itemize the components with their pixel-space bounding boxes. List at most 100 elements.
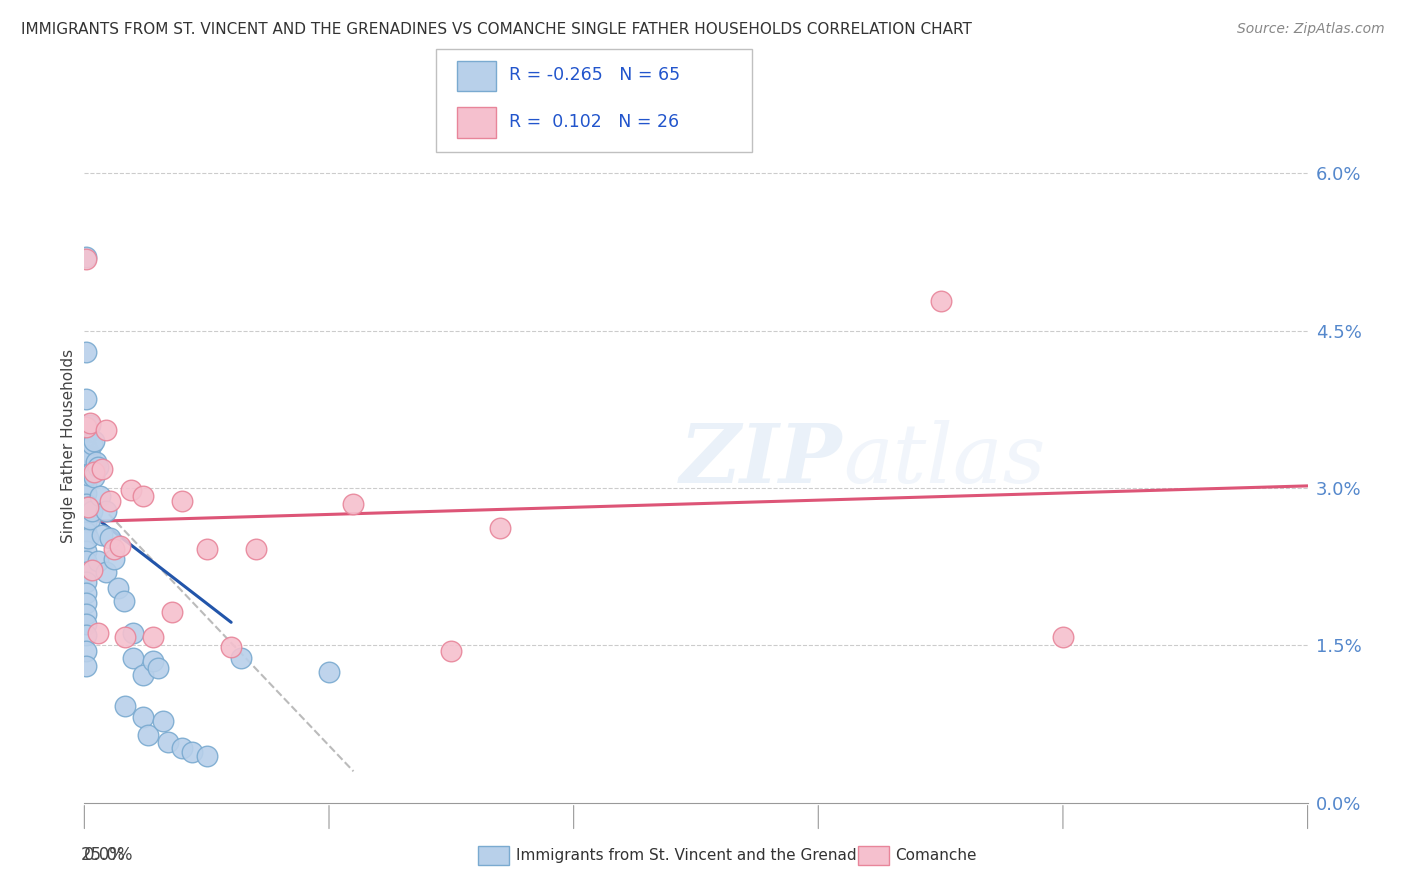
- Point: [929, 294, 952, 309]
- Point: [172, 741, 194, 756]
- Point: [156, 735, 179, 749]
- Point: [219, 640, 242, 655]
- Point: [75, 455, 97, 469]
- Point: [87, 625, 110, 640]
- Point: [79, 416, 101, 430]
- Point: [82, 504, 104, 518]
- Point: [181, 746, 204, 760]
- Point: [75, 596, 97, 610]
- Point: [142, 654, 165, 668]
- Text: R = -0.265   N = 65: R = -0.265 N = 65: [509, 66, 681, 84]
- Point: [98, 532, 121, 546]
- Point: [75, 465, 97, 479]
- Point: [77, 468, 100, 483]
- Point: [162, 605, 184, 619]
- Point: [75, 575, 97, 590]
- Point: [103, 552, 125, 566]
- Point: [75, 515, 97, 529]
- Point: [75, 533, 97, 548]
- Text: 25.0%: 25.0%: [80, 846, 134, 863]
- Point: [94, 504, 117, 518]
- Point: [87, 554, 110, 568]
- Text: IMMIGRANTS FROM ST. VINCENT AND THE GRENADINES VS COMANCHE SINGLE FATHER HOUSEHO: IMMIGRANTS FROM ST. VINCENT AND THE GREN…: [21, 22, 972, 37]
- Point: [152, 714, 174, 728]
- Point: [91, 528, 114, 542]
- Point: [94, 565, 117, 579]
- Point: [77, 444, 100, 458]
- Point: [91, 462, 114, 476]
- Point: [75, 504, 97, 518]
- Text: Immigrants from St. Vincent and the Grenadines: Immigrants from St. Vincent and the Gren…: [516, 848, 889, 863]
- Point: [75, 607, 97, 621]
- Point: [79, 450, 101, 464]
- Point: [122, 651, 145, 665]
- Point: [75, 420, 97, 434]
- Point: [142, 630, 165, 644]
- Point: [75, 417, 97, 432]
- Point: [75, 565, 97, 579]
- Point: [75, 643, 97, 657]
- Point: [75, 252, 97, 267]
- Point: [114, 699, 136, 714]
- Point: [245, 541, 267, 556]
- Point: [79, 417, 101, 432]
- Point: [75, 617, 97, 632]
- Point: [75, 439, 97, 453]
- Point: [103, 541, 125, 556]
- Point: [82, 437, 104, 451]
- Point: [489, 521, 512, 535]
- Text: Comanche: Comanche: [896, 848, 977, 863]
- Point: [79, 512, 101, 526]
- Y-axis label: Single Father Households: Single Father Households: [60, 349, 76, 543]
- Point: [132, 710, 155, 724]
- Point: [75, 524, 97, 539]
- Point: [75, 628, 97, 642]
- Point: [84, 455, 107, 469]
- Point: [75, 544, 97, 558]
- Point: [132, 667, 155, 681]
- Point: [82, 563, 104, 577]
- Point: [75, 486, 97, 500]
- Point: [83, 470, 105, 484]
- Point: [83, 434, 105, 448]
- Point: [342, 497, 364, 511]
- Point: [98, 493, 121, 508]
- Text: ZIP: ZIP: [681, 420, 842, 500]
- Point: [318, 665, 340, 679]
- Text: Source: ZipAtlas.com: Source: ZipAtlas.com: [1237, 22, 1385, 37]
- Point: [195, 748, 218, 763]
- Point: [108, 539, 131, 553]
- Point: [89, 489, 111, 503]
- Point: [77, 500, 100, 514]
- Text: R =  0.102   N = 26: R = 0.102 N = 26: [509, 113, 679, 131]
- Point: [114, 630, 136, 644]
- Point: [440, 643, 463, 657]
- Point: [120, 483, 142, 497]
- Point: [172, 493, 194, 508]
- Point: [83, 465, 105, 479]
- Point: [87, 460, 110, 475]
- Point: [75, 497, 97, 511]
- Point: [75, 392, 97, 406]
- Point: [75, 250, 97, 264]
- Point: [75, 586, 97, 600]
- Point: [136, 728, 159, 742]
- Text: 0.0%: 0.0%: [84, 846, 127, 863]
- Point: [75, 659, 97, 673]
- Point: [132, 489, 155, 503]
- Point: [146, 661, 169, 675]
- Point: [75, 554, 97, 568]
- Point: [77, 500, 100, 514]
- Point: [77, 532, 100, 546]
- Point: [112, 594, 135, 608]
- Point: [107, 581, 129, 595]
- Point: [1052, 630, 1074, 644]
- Point: [229, 651, 252, 665]
- Point: [122, 625, 145, 640]
- Point: [82, 465, 104, 479]
- Point: [75, 428, 97, 442]
- Point: [75, 344, 97, 359]
- Point: [94, 423, 117, 437]
- Point: [75, 475, 97, 490]
- Text: atlas: atlas: [842, 420, 1045, 500]
